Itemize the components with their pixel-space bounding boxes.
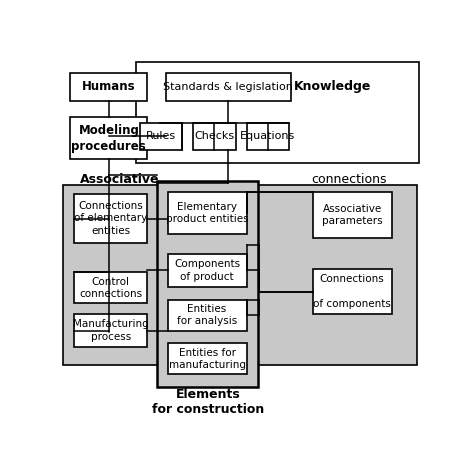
Text: Associative: Associative (80, 173, 159, 186)
Text: Elementary
product entities: Elementary product entities (166, 202, 248, 224)
Text: Equations: Equations (240, 131, 295, 141)
Bar (313, 269, 392, 314)
Bar (59, 46, 427, 185)
Text: Associative
parameters: Associative parameters (322, 203, 383, 226)
Text: Checks: Checks (194, 131, 235, 141)
Text: Modeling
procedures: Modeling procedures (72, 124, 146, 153)
Text: Entities
for analysis: Entities for analysis (177, 304, 237, 326)
Text: Connections

of components: Connections of components (313, 274, 391, 309)
Bar (193, 123, 236, 150)
Bar (140, 123, 182, 150)
Text: Manufacturing
process: Manufacturing process (73, 319, 148, 342)
Bar (168, 343, 246, 374)
Text: Elements
for construction: Elements for construction (152, 388, 264, 416)
Bar (166, 73, 291, 100)
Bar (63, 185, 418, 365)
Text: Knowledge: Knowledge (294, 80, 372, 93)
Text: Control
connections: Control connections (79, 276, 142, 299)
Bar (168, 192, 246, 234)
Bar (246, 123, 289, 150)
Bar (74, 272, 147, 303)
Bar (70, 73, 147, 100)
Bar (70, 117, 147, 159)
Bar (168, 254, 246, 287)
Text: Rules: Rules (146, 131, 176, 141)
Text: Connections
of elementary
entities: Connections of elementary entities (74, 201, 147, 236)
Text: Standards & legislation: Standards & legislation (164, 82, 293, 92)
Bar (74, 194, 147, 243)
Text: Humans: Humans (82, 81, 136, 93)
Text: Components
of product: Components of product (174, 259, 240, 282)
Bar (74, 314, 147, 347)
Bar (313, 192, 392, 237)
Bar (156, 181, 258, 387)
Bar (137, 63, 419, 163)
Text: Entities for
manufacturing: Entities for manufacturing (169, 348, 246, 370)
Text: connections: connections (311, 173, 386, 186)
Bar (168, 300, 246, 331)
